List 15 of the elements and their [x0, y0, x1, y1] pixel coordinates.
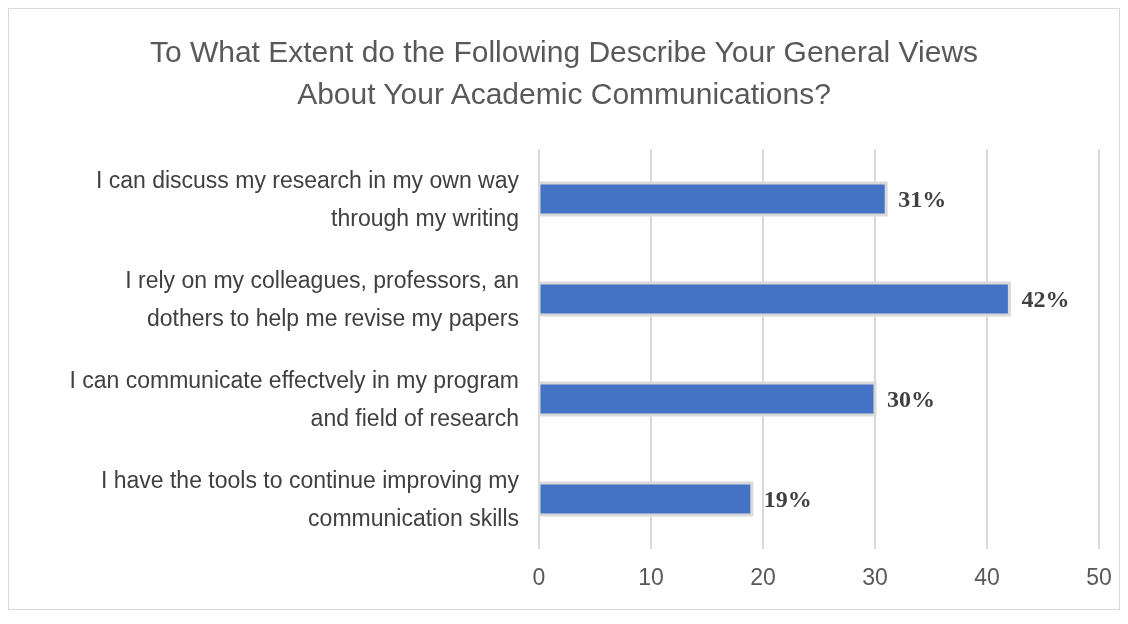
x-tick-label: 50 — [1086, 564, 1112, 591]
data-label: 31% — [898, 186, 947, 212]
y-tick-label: I can discuss my research in my own way through my writing — [95, 167, 520, 231]
x-tick-label: 40 — [974, 564, 1000, 591]
data-label: 42% — [1021, 286, 1070, 312]
y-tick-label: I can communicate effectvely in my program and field of research — [69, 367, 519, 431]
y-tick-label: I have the tools to continue improving my communication skills — [100, 467, 520, 531]
x-tick-label: 20 — [750, 564, 776, 591]
data-label: 30% — [887, 386, 935, 412]
y-tick-label: I rely on my colleagues, professors, an dothers to help me revise my papers — [125, 267, 519, 331]
chart-title: To What Extent do the Following Describe Your General Views About Your Academic Communications? — [148, 34, 980, 112]
x-tick-label: 10 — [638, 564, 664, 591]
data-label: 19% — [763, 486, 812, 512]
x-tick-label: 0 — [532, 564, 546, 591]
x-tick-label: 30 — [862, 564, 888, 591]
